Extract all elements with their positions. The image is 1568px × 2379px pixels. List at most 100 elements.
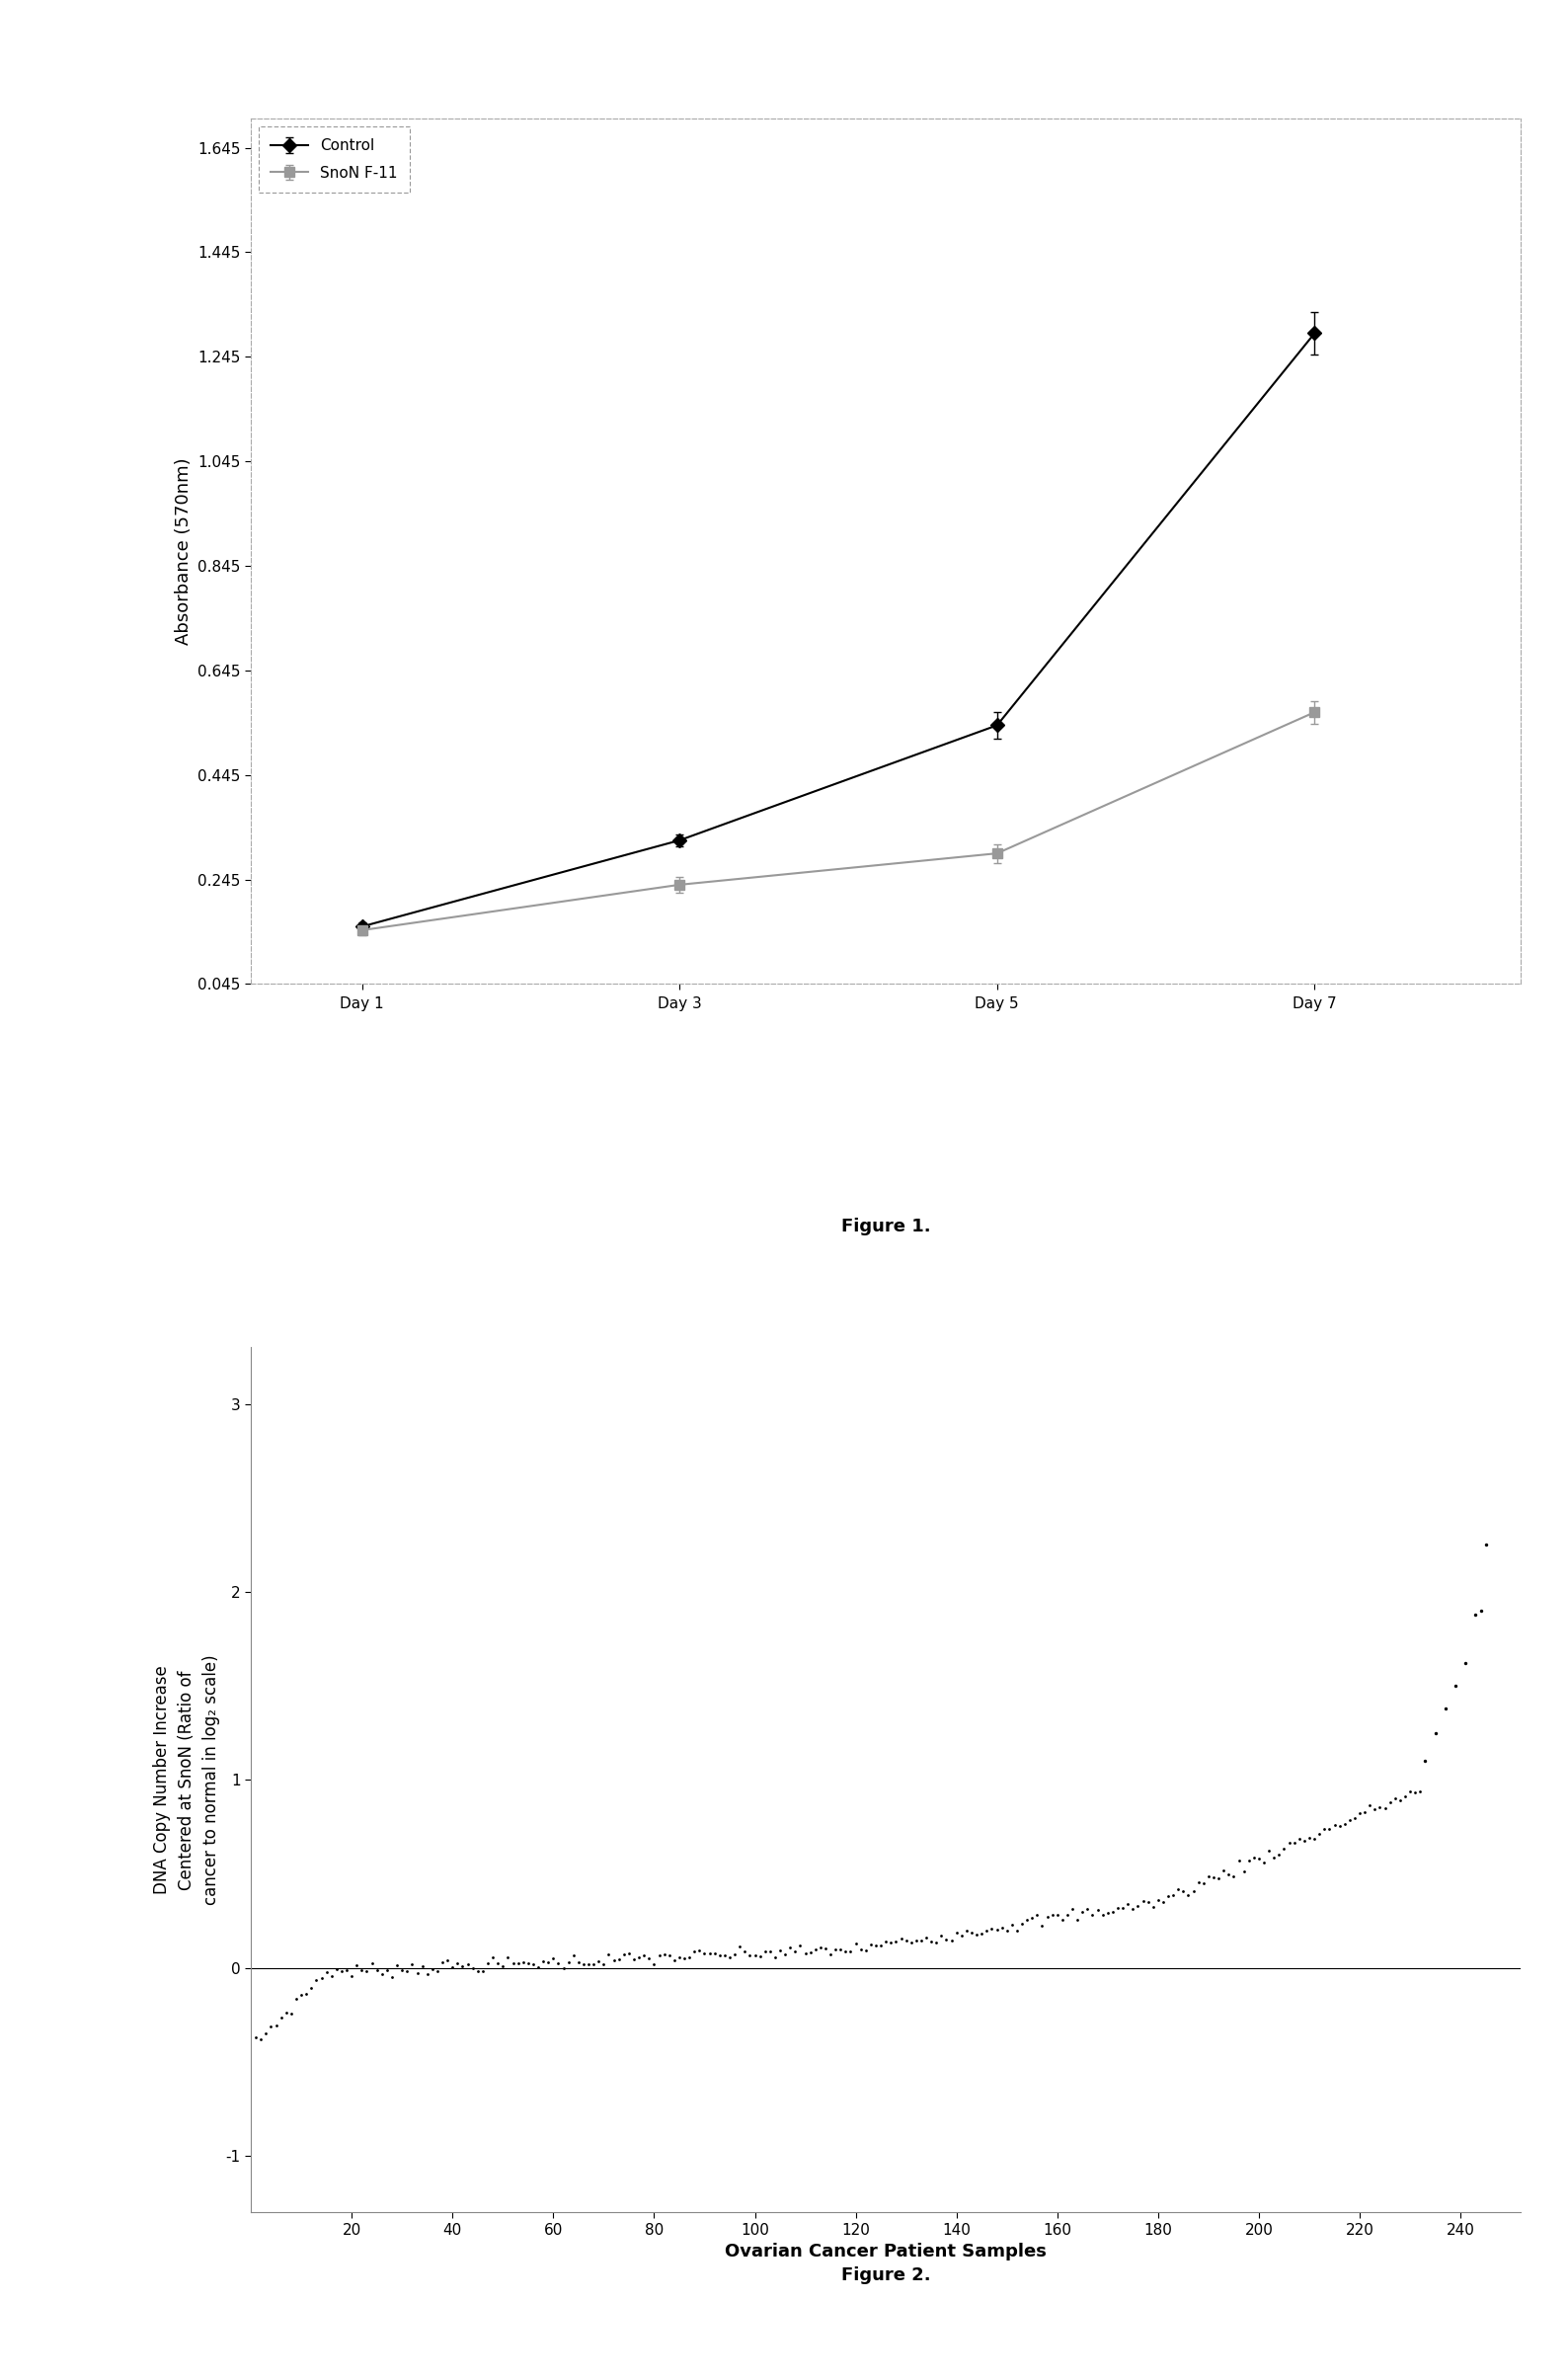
Point bbox=[1151, 1882, 1176, 1920]
Point bbox=[1080, 1896, 1105, 1934]
Point bbox=[1069, 1894, 1094, 1932]
Point bbox=[511, 1944, 536, 1982]
Point bbox=[1276, 1825, 1301, 1863]
Point bbox=[671, 1939, 696, 1977]
Point bbox=[370, 1956, 395, 1994]
Point bbox=[1231, 1853, 1256, 1891]
Point bbox=[1196, 1858, 1221, 1896]
Point bbox=[869, 1927, 894, 1965]
Point bbox=[712, 1937, 737, 1975]
Point bbox=[1160, 1875, 1185, 1913]
Point bbox=[1306, 1815, 1331, 1853]
Point bbox=[1044, 1896, 1069, 1934]
Point bbox=[778, 1927, 803, 1965]
Point bbox=[1110, 1889, 1135, 1927]
Point bbox=[928, 1917, 953, 1956]
Point bbox=[1331, 1806, 1356, 1844]
Point bbox=[652, 1934, 677, 1972]
Point bbox=[1317, 1810, 1342, 1848]
Point bbox=[924, 1925, 949, 1963]
Point bbox=[525, 1948, 550, 1986]
Point bbox=[828, 1932, 853, 1970]
Point bbox=[375, 1951, 400, 1989]
Point bbox=[853, 1932, 878, 1970]
Point bbox=[919, 1922, 944, 1960]
Point bbox=[1181, 1872, 1206, 1910]
Point bbox=[717, 1939, 742, 1977]
Point bbox=[823, 1929, 848, 1967]
Point bbox=[1383, 1779, 1408, 1818]
Point bbox=[723, 1937, 748, 1975]
Point bbox=[566, 1944, 591, 1982]
Point bbox=[359, 1944, 384, 1982]
Point bbox=[798, 1934, 823, 1972]
Point bbox=[466, 1953, 491, 1991]
Point bbox=[521, 1946, 546, 1984]
Point bbox=[944, 1913, 969, 1951]
Point bbox=[914, 1917, 939, 1956]
Point bbox=[1217, 1856, 1242, 1894]
Point bbox=[812, 1929, 837, 1967]
Point bbox=[646, 1937, 671, 1975]
Point bbox=[491, 1946, 516, 1984]
Point bbox=[782, 1932, 808, 1970]
Point bbox=[878, 1922, 903, 1960]
Point bbox=[682, 1932, 707, 1970]
Point bbox=[1192, 1865, 1217, 1903]
Point bbox=[1221, 1858, 1247, 1896]
Point bbox=[339, 1958, 364, 1996]
Point bbox=[1135, 1882, 1160, 1920]
Legend: Control, SnoN F-11: Control, SnoN F-11 bbox=[259, 126, 409, 193]
Point bbox=[1281, 1825, 1306, 1863]
Point bbox=[430, 1944, 455, 1982]
Point bbox=[329, 1951, 354, 1989]
Point bbox=[455, 1944, 480, 1982]
Point bbox=[793, 1934, 818, 1972]
Point bbox=[420, 1951, 445, 1989]
Point bbox=[844, 1925, 869, 1963]
Point bbox=[889, 1920, 914, 1958]
Point bbox=[1049, 1901, 1074, 1939]
Point bbox=[848, 1932, 873, 1970]
Point bbox=[441, 1948, 466, 1986]
Point bbox=[873, 1922, 898, 1960]
Point bbox=[1408, 1772, 1433, 1810]
Point bbox=[1292, 1822, 1317, 1860]
Point bbox=[395, 1951, 420, 1989]
Point bbox=[343, 1946, 370, 1984]
Point bbox=[1035, 1898, 1060, 1937]
Point bbox=[989, 1908, 1014, 1946]
Point bbox=[607, 1939, 632, 1977]
Point bbox=[691, 1934, 717, 1972]
Point bbox=[808, 1927, 833, 1965]
Point bbox=[1272, 1829, 1297, 1868]
Point bbox=[707, 1937, 732, 1975]
Point bbox=[1301, 1820, 1327, 1858]
Point bbox=[279, 1994, 304, 2032]
Point bbox=[304, 1960, 329, 1998]
Point bbox=[550, 1948, 575, 1986]
Point bbox=[999, 1906, 1024, 1944]
Point bbox=[626, 1939, 652, 1977]
Point bbox=[1105, 1889, 1131, 1927]
Point bbox=[459, 1948, 485, 1986]
X-axis label: Ovarian Cancer Patient Samples: Ovarian Cancer Patient Samples bbox=[724, 2243, 1047, 2260]
Point bbox=[732, 1932, 757, 1970]
Y-axis label: DNA Copy Number Increase
Centered at SnoN (Ratio of
cancer to normal in log₂ sca: DNA Copy Number Increase Centered at Sno… bbox=[154, 1656, 220, 1906]
Point bbox=[470, 1953, 495, 1991]
Point bbox=[596, 1937, 621, 1975]
Point bbox=[728, 1927, 753, 1965]
Point bbox=[949, 1915, 974, 1953]
Point bbox=[1115, 1884, 1140, 1922]
Point bbox=[293, 1975, 318, 2013]
Point bbox=[903, 1922, 928, 1960]
Point bbox=[666, 1939, 691, 1977]
Point bbox=[561, 1937, 586, 1975]
Point bbox=[974, 1910, 999, 1948]
Point bbox=[1005, 1910, 1030, 1948]
Point bbox=[637, 1939, 662, 1977]
Point bbox=[1358, 1787, 1383, 1825]
Point bbox=[1312, 1810, 1338, 1848]
Point bbox=[1256, 1832, 1281, 1870]
Point bbox=[530, 1941, 555, 1979]
